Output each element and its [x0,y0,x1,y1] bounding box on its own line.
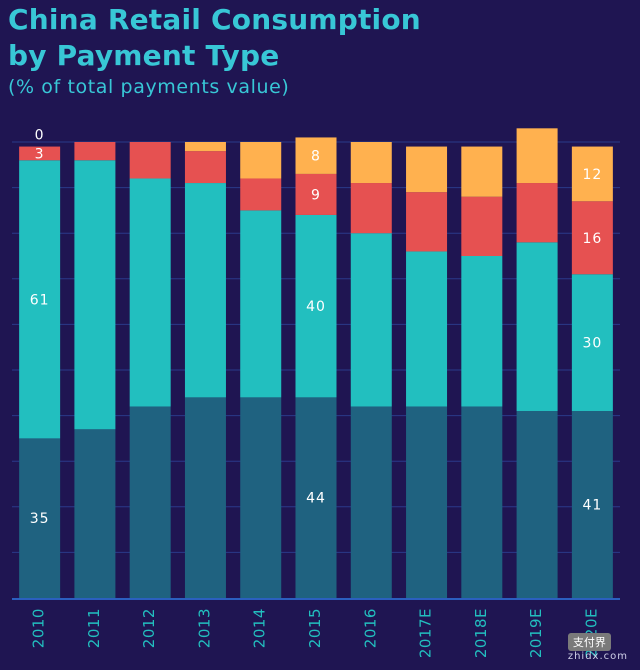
x-tick-label-2012: 2012 [140,608,158,648]
bar-segment-2016-s1 [350,233,392,407]
bar-segment-2019E-s1 [516,242,558,412]
data-label-2020E-s2: 16 [582,231,602,247]
bar-segment-2015-s1 [295,214,337,398]
bar-segment-2020E-s0 [571,411,613,598]
bar-segment-2014-s1 [240,210,282,398]
x-tick-label-2018E: 2018E [472,608,490,658]
x-tick-label-2010: 2010 [30,608,48,648]
bar-segment-2012-s2 [129,142,171,179]
data-label-2020E-s0: 41 [582,498,602,514]
x-tick-label-2013: 2013 [195,608,213,648]
bar-segment-2020E-s1 [571,274,613,412]
data-label-2010-s3: 0 [35,128,45,144]
data-label-2020E-s3: 12 [582,167,602,183]
chart-title-line1: China Retail Consumption [8,3,421,36]
watermark-url: zhidx.com [567,651,628,662]
x-tick-label-2015: 2015 [306,608,324,648]
bar-segment-2016-s0 [350,406,392,598]
bar-segment-2018E-s0 [461,406,503,598]
watermark-label: 支付界 [567,633,611,651]
bar-segment-2012-s1 [129,178,171,407]
x-tick-label-2019E: 2019E [527,608,545,658]
bar-segment-2013-s1 [184,183,226,398]
bar-segment-2011-s2 [74,142,116,161]
bar-segment-2020E-s3 [571,146,613,202]
x-tick-label-2017E: 2017E [417,608,435,658]
chart-title: China Retail Consumption by Payment Type [8,2,421,74]
bar-segment-2011-s1 [74,160,116,430]
bar-segment-2020E-s2 [571,201,613,275]
data-label-2010-s0: 35 [30,511,50,527]
bar-segment-2018E-s3 [461,146,503,197]
watermark: 支付界 zhidx.com [567,633,628,662]
chart-title-line2: by Payment Type [8,39,280,72]
x-tick-label-2011: 2011 [85,608,103,648]
data-label-2015-s0: 44 [306,491,326,507]
bar-segment-2017E-s2 [406,192,448,252]
x-tick-label-2016: 2016 [361,608,379,648]
data-label-2015-s1: 40 [306,299,326,315]
bar-segment-2013-s0 [184,397,226,598]
bar-segment-2010-s0 [19,438,61,598]
bar-segment-2015-s0 [295,397,337,598]
data-label-2010-s1: 61 [30,292,50,308]
bar-segment-2013-s2 [184,151,226,184]
data-label-2020E-s1: 30 [582,336,602,352]
bar-segment-2017E-s1 [406,251,448,407]
bar-segment-2018E-s1 [461,256,503,407]
bar-segment-2019E-s3 [516,128,558,184]
bar-segment-2019E-s0 [516,411,558,598]
bar-segment-2015-s2 [295,173,337,215]
chart-subtitle: (% of total payments value) [8,76,290,98]
bar-segment-2017E-s3 [406,146,448,193]
bar-segment-2019E-s2 [516,183,558,243]
bar-segment-2018E-s2 [461,196,503,256]
bar-segment-2015-s3 [295,137,337,174]
bar-segment-2014-s3 [240,142,282,179]
bar-segment-2010-s1 [19,160,61,439]
bar-segment-2011-s0 [74,429,116,598]
data-label-2015-s3: 8 [311,149,321,165]
bar-segment-2014-s2 [240,178,282,211]
x-tick-label-2014: 2014 [251,608,269,648]
bar-segment-2016-s2 [350,183,392,234]
data-label-2010-s2: 3 [35,146,45,162]
data-label-2015-s2: 9 [311,187,321,203]
bar-segment-2017E-s0 [406,406,448,598]
bar-segment-2013-s3 [184,142,226,152]
bar-segment-2010-s2 [19,146,61,161]
bar-segment-2012-s0 [129,406,171,598]
bar-segment-2016-s3 [350,142,392,184]
bar-segment-2014-s0 [240,397,282,598]
